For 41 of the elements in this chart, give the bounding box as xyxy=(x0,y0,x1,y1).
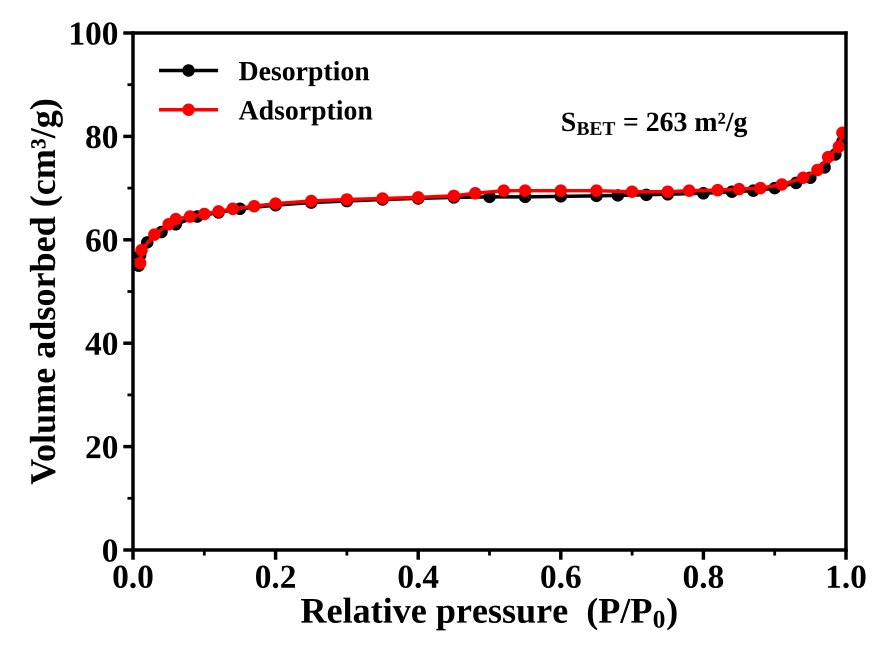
point xyxy=(554,184,568,197)
point xyxy=(822,150,834,164)
point xyxy=(832,140,846,153)
x-axis-title: Relative pressure (P/P$_{0}$) xyxy=(301,598,677,630)
point xyxy=(754,182,767,194)
point xyxy=(711,184,724,196)
x-tick-label: 1.0 xyxy=(828,566,866,588)
point xyxy=(468,187,482,200)
y-tick-label: 60 xyxy=(86,229,118,252)
legend-label: Adsorption xyxy=(238,100,372,126)
x-tick-label: 0.8 xyxy=(684,566,724,588)
annotation: S$_{BET}$ = 263 m²/g xyxy=(562,112,748,138)
point xyxy=(184,210,196,223)
point xyxy=(682,184,696,197)
point xyxy=(134,256,146,270)
point xyxy=(248,200,260,212)
y-tick-label: 100 xyxy=(71,22,118,45)
point xyxy=(776,178,788,191)
point xyxy=(518,184,532,197)
point xyxy=(662,185,674,198)
point xyxy=(811,164,824,176)
point xyxy=(590,184,603,197)
point xyxy=(135,244,148,256)
point xyxy=(198,208,211,220)
y-tick-label: 40 xyxy=(86,332,118,356)
legend-label: Desorption xyxy=(239,60,370,86)
y-axis-title: Volume adsorbed (cm³/g) xyxy=(30,100,63,484)
x-tick-label: 0.4 xyxy=(398,566,438,588)
point xyxy=(498,184,510,197)
y-tick-label: 0 xyxy=(103,539,118,562)
y-tick-label: 80 xyxy=(86,126,118,148)
x-tick-label: 0.2 xyxy=(256,566,295,588)
point xyxy=(732,182,746,196)
point xyxy=(626,185,638,198)
point xyxy=(148,228,161,241)
x-tick-label: 0.0 xyxy=(113,566,153,588)
point xyxy=(170,212,182,226)
x-tick-label: 0.6 xyxy=(541,566,581,588)
point xyxy=(226,202,240,216)
point xyxy=(796,172,810,184)
y-tick-label: 20 xyxy=(86,436,118,458)
